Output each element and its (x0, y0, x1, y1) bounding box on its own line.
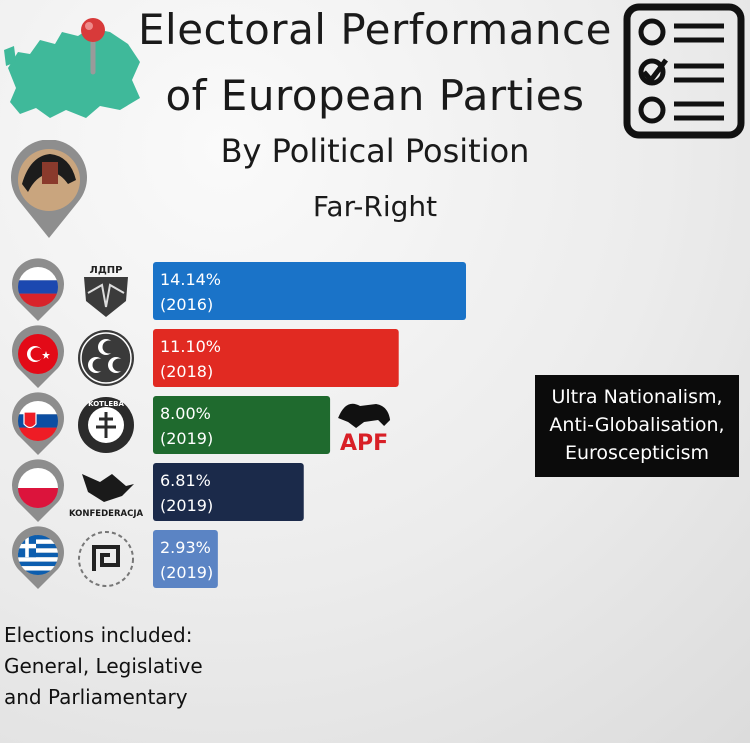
ideology-tag: Ultra Nationalism, (551, 386, 723, 408)
bar-row: KONFEDERACJA 6.81% (2019) (12, 459, 304, 522)
poland-flag-icon (12, 459, 65, 522)
bar-value-label: 8.00% (160, 404, 211, 423)
chart-title-line-1: Electoral Performance (138, 5, 612, 54)
bar-year-label: (2016) (160, 295, 213, 314)
footnote-line: Elections included: (4, 623, 193, 647)
bar-row: 2.93% (2019) (12, 526, 218, 589)
political-position-label: Far-Right (312, 190, 438, 223)
bar (153, 262, 466, 320)
bar-value-label: 6.81% (160, 471, 211, 490)
russia-flag-icon (12, 258, 65, 321)
party-logo-text: KOTLEBA (88, 400, 124, 408)
kotleba-logo: KOTLEBA (78, 397, 134, 453)
konfederacja-logo: KONFEDERACJA (69, 474, 144, 519)
turkey-flag-icon (12, 325, 65, 388)
europe-map-pin-icon (4, 18, 140, 118)
chart-title-line-2: of European Parties (165, 71, 585, 120)
bar-year-label: (2019) (160, 563, 213, 582)
bar (153, 329, 399, 387)
mhp-logo (78, 330, 134, 386)
slovakia-flag-icon (12, 392, 65, 455)
party-logo-text: KONFEDERACJA (69, 509, 144, 519)
checklist-icon (623, 3, 745, 139)
apf-logo-text: APF (340, 431, 388, 456)
ideology-tags-box: Ultra Nationalism, Anti-Globalisation, E… (535, 375, 739, 477)
bar-year-label: (2018) (160, 362, 213, 381)
party-logo-text: ЛДПР (90, 265, 123, 276)
bar (153, 530, 218, 588)
bar (153, 463, 304, 521)
ldpr-logo: ЛДПР (84, 265, 128, 317)
ideology-tag: Anti-Globalisation, (549, 414, 725, 436)
bar-row: 11.10% (2018) (12, 325, 399, 388)
bar (153, 396, 331, 454)
greece-flag-icon (12, 526, 65, 589)
golden-dawn-logo (78, 531, 134, 587)
bar-row: ЛДПР 14.14% (2016) (12, 258, 466, 321)
footnote: Elections included: General, Legislative… (4, 620, 203, 713)
portrait-pin-icon (11, 140, 87, 238)
bar-value-label: 11.10% (160, 337, 221, 356)
bar-value-label: 2.93% (160, 538, 211, 557)
bar-row: KOTLEBA 8.00% (2019) APF (12, 392, 391, 456)
bar-value-label: 14.14% (160, 270, 221, 289)
chart-subtitle: By Political Position (220, 132, 530, 170)
bar-year-label: (2019) (160, 496, 213, 515)
footnote-line: and Parliamentary (4, 685, 188, 709)
ideology-tag: Euroscepticism (564, 442, 710, 464)
footnote-line: General, Legislative (4, 654, 203, 678)
bar-year-label: (2019) (160, 429, 213, 448)
apf-logo: APF (338, 403, 391, 456)
